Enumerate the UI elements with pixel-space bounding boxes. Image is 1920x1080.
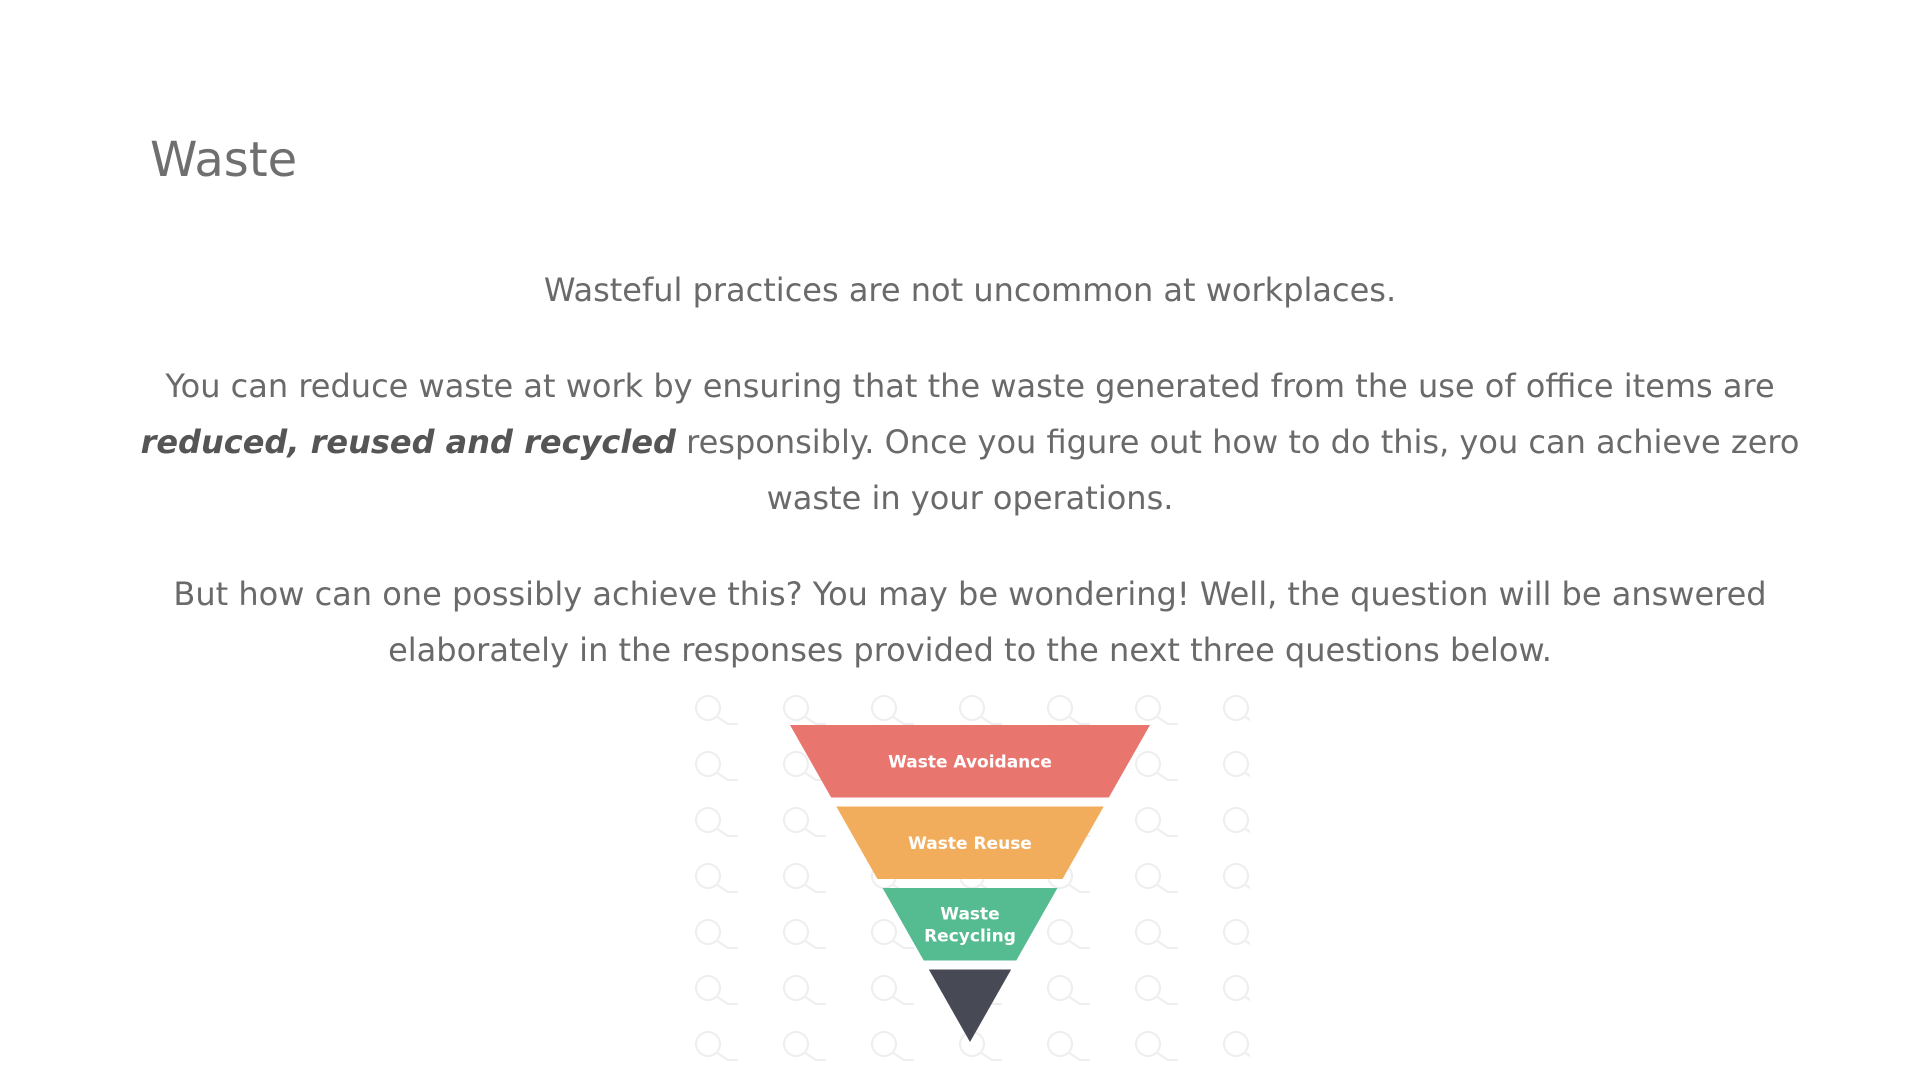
pyramid-tier-label: Waste <box>940 904 999 924</box>
waste-hierarchy-diagram: Waste Avoidance Waste Reuse Waste Recycling <box>690 690 1250 1070</box>
watermark-logo-icon <box>1223 975 1250 1002</box>
watermark-logo-icon <box>783 863 826 893</box>
paragraph-reduce-waste-end: responsibly. Once you figure out how to … <box>675 423 1800 517</box>
watermark-logo-icon <box>1047 919 1090 949</box>
paragraph-intro: Wasteful practices are not uncommon at w… <box>543 271 1397 309</box>
watermark-logo-icon <box>1135 807 1178 837</box>
watermark-logo-icon <box>1047 975 1090 1005</box>
slide-body: Wasteful practices are not uncommon at w… <box>140 262 1800 718</box>
watermark-logo-icon <box>1135 919 1178 949</box>
pyramid-tier-2: Waste Reuse <box>836 806 1104 879</box>
pyramid-tier-label: Waste Avoidance <box>888 752 1052 772</box>
pyramid-tier-label: Waste Reuse <box>908 834 1032 854</box>
watermark-logo-icon <box>1223 919 1250 946</box>
pyramid-tier-1: Waste Avoidance <box>790 725 1150 798</box>
watermark-logo-icon <box>783 919 826 949</box>
pyramid-tier-shape <box>882 888 1058 961</box>
watermark-logo-icon <box>695 863 738 893</box>
watermark-logo-icon <box>783 695 826 725</box>
watermark-logo-icon <box>783 807 826 837</box>
watermark-logo-icon <box>695 1031 738 1061</box>
watermark-logo-icon <box>1135 1031 1178 1061</box>
watermark-logo-icon <box>871 1031 914 1061</box>
watermark-logo-icon <box>1223 1031 1250 1058</box>
watermark-logo-icon <box>1135 695 1178 725</box>
watermark-logo-icon <box>1047 1031 1090 1061</box>
pyramid-tier-label: Recycling <box>924 926 1016 946</box>
watermark-logo-icon <box>695 751 738 781</box>
watermark-logo-icon <box>1135 863 1178 893</box>
watermark-logo-icon <box>1135 975 1178 1005</box>
watermark-logo-icon <box>959 1031 1002 1061</box>
slide-title: Waste <box>150 132 298 188</box>
paragraph-question: But how can one possibly achieve this? Y… <box>173 575 1767 669</box>
paragraph-reduce-waste: You can reduce waste at work by ensuring… <box>140 358 1800 526</box>
watermark-logo-icon <box>959 695 1002 725</box>
watermark-logo-icon <box>1047 695 1090 725</box>
watermark-logo-icon <box>1223 695 1250 722</box>
watermark-logo-icon <box>783 975 826 1005</box>
paragraph-reduce-waste-start: You can reduce waste at work by ensuring… <box>165 367 1775 405</box>
pyramid-tier-shape <box>790 725 1150 798</box>
watermark-logo-icon <box>1223 863 1250 890</box>
watermark-logo-icon <box>871 919 914 949</box>
emphasis-reduced-reused-recycled: reduced, reused and recycled <box>140 423 676 461</box>
watermark-logo-icon <box>695 807 738 837</box>
watermark-logo-icon <box>871 975 914 1005</box>
watermark-logo-icon <box>871 695 914 725</box>
watermark-logo-icon <box>1223 807 1250 834</box>
watermark-logo-icon <box>1135 751 1178 781</box>
pyramid-tier-shape <box>928 969 1012 1042</box>
pyramid-tier-shape <box>836 806 1104 879</box>
watermark-logo-icon <box>783 1031 826 1061</box>
watermark-logo-icon <box>1223 751 1250 778</box>
watermark-logo-icon <box>695 975 738 1005</box>
pyramid-tier-4 <box>928 969 1012 1042</box>
watermark-logo-icon <box>695 919 738 949</box>
watermark-logo-icon <box>695 695 738 725</box>
